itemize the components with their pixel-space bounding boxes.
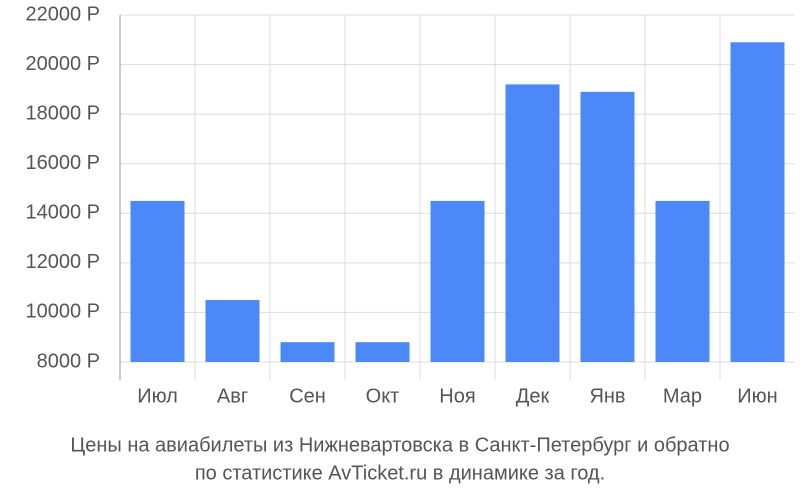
x-tick-label: Сен [289, 385, 326, 407]
y-tick-label: 22000 Р [25, 3, 100, 25]
y-tick-label: 14000 Р [25, 202, 100, 224]
bar [505, 84, 560, 363]
y-tick-label: 8000 Р [37, 350, 100, 372]
y-tick-label: 12000 Р [25, 251, 100, 273]
x-tick-label: Янв [589, 385, 625, 407]
bar [655, 200, 710, 362]
bar [580, 91, 635, 362]
y-tick-label: 16000 Р [25, 152, 100, 174]
x-tick-label: Мар [663, 385, 702, 407]
chart-subtitle: по статистике AvTicket.ru в динамике за … [195, 462, 605, 484]
x-tick-label: Июл [137, 385, 178, 407]
bar [205, 300, 260, 362]
chart-title: Цены на авиабилеты из Нижневартовска в С… [70, 434, 729, 456]
x-tick-label: Июн [737, 385, 777, 407]
bar [730, 42, 785, 363]
bar [280, 342, 335, 362]
y-tick-label: 10000 Р [25, 301, 100, 323]
y-tick-label: 20000 Р [25, 53, 100, 75]
x-tick-label: Ноя [439, 385, 475, 407]
x-tick-label: Дек [516, 385, 550, 407]
bar [355, 342, 410, 362]
x-tick-label: Окт [366, 385, 400, 407]
x-tick-label: Авг [217, 385, 248, 407]
y-tick-label: 18000 Р [25, 102, 100, 124]
bar [430, 200, 485, 362]
bar [130, 200, 185, 362]
